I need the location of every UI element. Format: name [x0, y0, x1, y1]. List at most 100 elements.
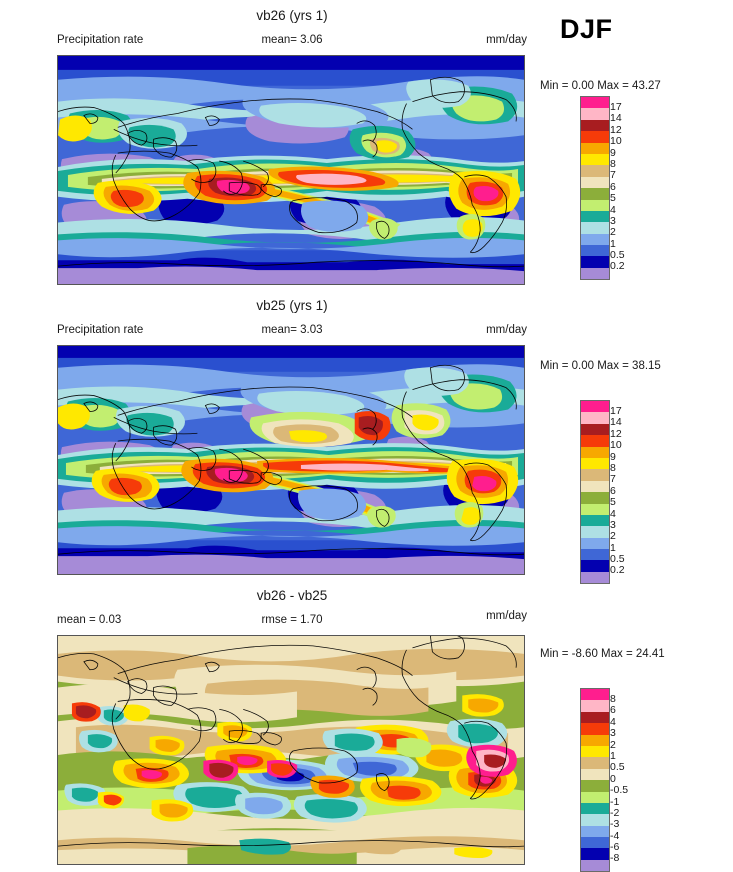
colorbar-tick-label: -2 — [610, 806, 620, 819]
colorbar-swatch — [581, 526, 609, 538]
colorbar-tick-label: -4 — [610, 829, 620, 842]
colorbar-swatch — [581, 723, 609, 735]
colorbar-swatch — [581, 814, 609, 826]
colorbar-swatch — [581, 469, 609, 481]
colorbar-tick-label: 12 — [610, 123, 622, 136]
colorbar-labels-vb26: 17 14 12 10 9 8 7 6 5 4 3 2 1 0.5 0.2 — [610, 101, 650, 273]
minmax-label: Min = 0.00 Max = 38.15 — [540, 360, 661, 372]
colorbar-tick-label: 6 — [610, 704, 616, 717]
colorbar-swatch — [581, 108, 609, 120]
colorbar-tick-label: -3 — [610, 818, 620, 831]
panel-mean-label: mean = 0.03 — [57, 614, 122, 626]
minmax-label: Min = -8.60 Max = 24.41 — [540, 648, 665, 660]
colorbar-swatch — [581, 757, 609, 769]
colorbar-labels-diff: 8 6 4 3 2 1 0.5 0 -0.5 -1 -2 -3 -4 -6 -8 — [610, 693, 650, 865]
panel-vb25: vb25 (yrs 1) Precipitation rate mean= 3.… — [0, 290, 733, 585]
colorbar-vb25 — [580, 400, 610, 585]
colorbar-tick-label: 3 — [610, 518, 616, 531]
world-map-vb26 — [57, 55, 525, 285]
colorbar-swatch — [581, 210, 609, 223]
colorbar-swatch — [581, 119, 609, 132]
panel-title: vb26 - vb25 — [256, 588, 328, 603]
colorbar-tick-label: 7 — [610, 169, 616, 182]
panel-rmse-label: rmse = 1.70 — [261, 614, 323, 626]
colorbar-swatch — [581, 435, 609, 447]
colorbar-tick-label: 6 — [610, 180, 616, 193]
colorbar-swatch — [581, 791, 609, 803]
colorbar-swatch — [581, 514, 609, 527]
colorbar-tick-label: 14 — [610, 416, 622, 429]
colorbar-swatch — [581, 153, 609, 166]
colorbar-tick-label: 8 — [610, 693, 616, 705]
colorbar-tick-label: 2 — [610, 738, 616, 751]
panel-left-label: Precipitation rate — [57, 324, 144, 336]
colorbar-tick-label: 0.5 — [610, 553, 625, 566]
panel-units-label: mm/day — [486, 34, 527, 46]
colorbar-tick-label: 8 — [610, 461, 616, 474]
panel-mean-label: mean= 3.06 — [261, 34, 323, 46]
colorbar-tick-label: 8 — [610, 157, 616, 170]
colorbar-vb26 — [580, 96, 610, 281]
colorbar-swatch — [581, 711, 609, 724]
colorbar-diff — [580, 688, 610, 872]
panel-units-label: mm/day — [486, 610, 527, 622]
colorbar-tick-label: 5 — [610, 496, 616, 509]
colorbar-swatch — [581, 457, 609, 470]
colorbar-swatch — [581, 423, 609, 436]
colorbar-tick-label: 1 — [610, 749, 616, 762]
colorbar-swatch — [581, 837, 609, 849]
panel-mean-label: mean= 3.03 — [261, 324, 323, 336]
colorbar-labels-vb25: 17 14 12 10 9 8 7 6 5 4 3 2 1 0.5 0.2 — [610, 405, 650, 577]
colorbar-tick-label: 0.2 — [610, 564, 625, 577]
colorbar-tick-label: 2 — [610, 226, 616, 239]
colorbar-tick-label: 10 — [610, 439, 622, 452]
colorbar-tick-label: 7 — [610, 473, 616, 486]
colorbar-swatch — [581, 97, 609, 109]
colorbar-tick-label: 17 — [610, 101, 622, 113]
colorbar-tick-label: 3 — [610, 727, 616, 740]
colorbar-swatch — [581, 780, 609, 792]
colorbar-tick-label: -8 — [610, 852, 620, 865]
colorbar-tick-label: -1 — [610, 795, 620, 808]
colorbar-tick-label: 10 — [610, 135, 622, 148]
colorbar-tick-label: 6 — [610, 484, 616, 497]
panel-title: vb25 (yrs 1) — [256, 298, 328, 313]
colorbar-swatch — [581, 768, 609, 781]
colorbar-tick-label: 1 — [610, 237, 616, 250]
colorbar-swatch — [581, 560, 609, 572]
colorbar-tick-label: 2 — [610, 530, 616, 543]
world-map-vb25 — [57, 345, 525, 575]
colorbar-tick-label: 0 — [610, 772, 616, 785]
colorbar-swatch — [581, 446, 609, 458]
colorbar-swatch — [581, 267, 609, 280]
colorbar-swatch — [581, 689, 609, 701]
colorbar-tick-label: -0.5 — [610, 784, 629, 797]
colorbar-swatch — [581, 199, 609, 211]
colorbar-swatch — [581, 165, 609, 177]
colorbar-swatch — [581, 142, 609, 154]
colorbar-swatch — [581, 700, 609, 712]
colorbar-swatch — [581, 848, 609, 860]
colorbar-tick-label: 9 — [610, 450, 616, 463]
colorbar-tick-label: 3 — [610, 214, 616, 227]
colorbar-tick-label: 0.5 — [610, 249, 625, 262]
colorbar-swatch — [581, 745, 609, 758]
colorbar-swatch — [581, 131, 609, 143]
panel-left-label: Precipitation rate — [57, 34, 144, 46]
colorbar-swatch — [581, 825, 609, 838]
colorbar-swatch — [581, 549, 609, 561]
panel-units-label: mm/day — [486, 324, 527, 336]
colorbar-tick-label: 0.5 — [610, 761, 625, 774]
season-title: DJF — [560, 14, 613, 44]
colorbar-swatch — [581, 245, 609, 257]
colorbar-tick-label: 0.2 — [610, 260, 625, 273]
colorbar-swatch — [581, 492, 609, 504]
colorbar-swatch — [581, 734, 609, 746]
colorbar-tick-label: -6 — [610, 841, 620, 854]
colorbar-swatch — [581, 401, 609, 413]
colorbar-swatch — [581, 176, 609, 189]
minmax-label: Min = 0.00 Max = 43.27 — [540, 80, 661, 92]
colorbar-tick-label: 9 — [610, 146, 616, 159]
colorbar-swatch — [581, 233, 609, 246]
world-map-diff — [57, 635, 525, 865]
